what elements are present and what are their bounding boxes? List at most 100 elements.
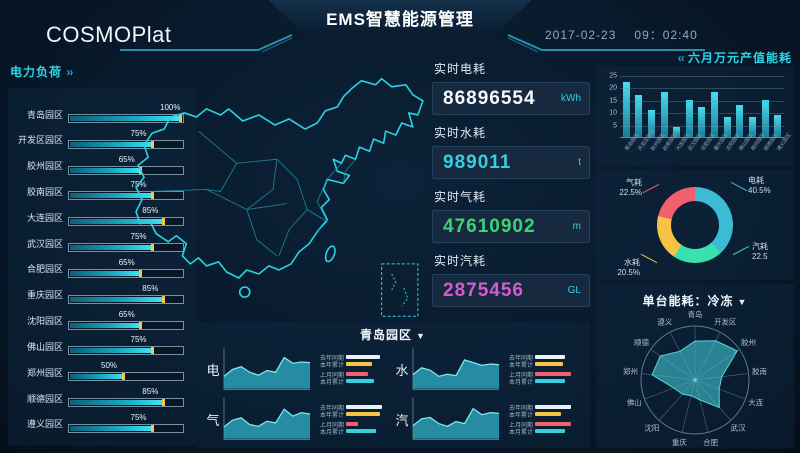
legend-item[interactable]: 本年累计: [320, 361, 380, 369]
legend-label: 去年同期: [320, 405, 345, 412]
legend-item[interactable]: 去年同期: [320, 354, 380, 362]
bar-fill: [70, 167, 141, 173]
power-load-row: 顺德园区 85%: [12, 386, 186, 410]
power-load-row: 大连园区 85%: [12, 205, 186, 229]
y-tick-label: 5: [613, 122, 617, 130]
donut-callout: [730, 181, 748, 192]
bar-track: [68, 320, 184, 330]
percent-label: 75%: [130, 412, 147, 422]
legend-item[interactable]: 本月累计: [509, 428, 571, 436]
power-load-row: 武汉园区 75%: [12, 231, 186, 255]
stat-value: 86896554: [443, 87, 536, 109]
legend-label: 去年同期: [509, 405, 534, 412]
power-load-row: 青岛园区 100%: [12, 102, 186, 126]
legend-bar: [346, 372, 368, 376]
park-name: 开发区园区: [17, 135, 63, 146]
x-tick-label: 顺德园区: [763, 132, 780, 153]
stat-label: 实时电耗: [434, 62, 487, 76]
legend-item[interactable]: 去年同期: [509, 404, 571, 412]
legend-label: 上月同期: [509, 372, 534, 379]
mini-chart-label: 电: [206, 362, 220, 378]
bar: [711, 92, 719, 137]
legend-item[interactable]: 去年同期: [509, 354, 571, 362]
legend-item[interactable]: 上月同期: [509, 421, 571, 429]
percent-label: 65%: [118, 154, 135, 164]
area-chart: [412, 397, 500, 441]
legend-item[interactable]: 上月同期: [509, 371, 571, 379]
svg-text:合肥: 合肥: [703, 437, 718, 446]
mini-chart-legend: 去年同期 本年累计 上月同期 本月累计: [320, 354, 380, 386]
svg-text:武汉: 武汉: [731, 423, 747, 433]
bar-fill: [70, 322, 141, 328]
dropdown-arrow-icon[interactable]: ▼: [737, 297, 748, 307]
legend-item[interactable]: 上月同期: [320, 421, 382, 429]
mini-chart-legend: 去年同期 本年累计 上月同期 本月累计: [320, 404, 382, 436]
legend-label: 去年同期: [509, 355, 534, 362]
legend-item[interactable]: 去年同期: [320, 404, 382, 412]
legend-label: 本月累计: [509, 379, 534, 386]
legend-item[interactable]: 本年累计: [320, 411, 382, 419]
bar: [736, 104, 744, 137]
bar-end-tick: [150, 244, 154, 252]
svg-text:大连: 大连: [748, 397, 763, 407]
brand-logo: COSMOPlat: [46, 22, 172, 47]
bar-track: [68, 114, 184, 123]
area-chart: [412, 347, 500, 391]
bar-fill: [70, 270, 141, 276]
bar: [648, 109, 656, 137]
stat-value: 989011: [443, 151, 512, 173]
donut-label-gas: 气耗 22.5%: [619, 178, 642, 197]
bar: [761, 99, 769, 137]
legend-bar: [346, 405, 382, 409]
area-chart: [223, 397, 311, 441]
bar-end-tick: [161, 218, 165, 226]
donut-label-electric: 电耗 40.5%: [748, 176, 771, 195]
dropdown-arrow-icon[interactable]: ▼: [416, 331, 426, 341]
bar-track: [68, 217, 184, 227]
bar-track: [68, 346, 184, 356]
bar-track: [68, 191, 184, 201]
power-load-bar: 75%: [68, 128, 186, 152]
x-tick-label: 胶南园区: [662, 132, 679, 153]
bar: [698, 107, 706, 137]
donut-callout: [642, 183, 660, 194]
y-tick-label: 10: [609, 109, 617, 117]
legend-item[interactable]: 本年累计: [509, 361, 571, 369]
legend-item[interactable]: 本年累计: [509, 411, 571, 419]
bar: [660, 92, 668, 137]
gridline: 20: [609, 85, 784, 92]
legend-bar: [346, 355, 380, 359]
bar-fill: [70, 296, 163, 302]
bar-track: [68, 294, 184, 304]
park-selector[interactable]: 青岛园区 ▼: [360, 328, 426, 342]
power-load-row: 佛山园区 75%: [12, 334, 186, 358]
bar-fill: [70, 116, 180, 121]
power-load-bar: 75%: [68, 231, 186, 255]
datetime: 2017-02-23 09：02:40: [545, 26, 698, 43]
legend-item[interactable]: 本月累计: [320, 378, 380, 386]
mini-chart-label: 气: [206, 412, 220, 428]
power-load-bar: 65%: [68, 257, 186, 281]
mini-chart-label: 汽: [395, 412, 409, 428]
x-tick-label: 胶州园区: [649, 132, 666, 153]
legend-label: 本年累计: [320, 412, 345, 419]
power-load-bar: 65%: [68, 309, 186, 333]
legend-item[interactable]: 本月累计: [509, 378, 571, 386]
chevron-left-icon: ‹‹: [677, 51, 685, 65]
bar-fill: [70, 193, 152, 199]
mini-chart-cell: 气 去年同期 本年累计 上月同期 本月累计: [204, 394, 393, 444]
legend-item[interactable]: 本月累计: [320, 428, 382, 436]
x-tick-label: 武汉园区: [687, 132, 704, 153]
radar-title[interactable]: 单台能耗：冷冻 ▼: [642, 294, 748, 308]
legend-label: 本月累计: [320, 379, 345, 386]
x-tick-label: 青岛园区: [624, 132, 641, 153]
svg-text:郑州: 郑州: [623, 366, 638, 376]
page-title: EMS智慧能源管理: [326, 9, 474, 29]
park-name: 重庆园区: [26, 290, 63, 301]
stat-value-box: 47610902 m: [432, 210, 590, 243]
legend-item[interactable]: 上月同期: [320, 371, 380, 379]
stat-unit: m: [572, 221, 581, 232]
legend-label: 本月累计: [320, 429, 345, 436]
